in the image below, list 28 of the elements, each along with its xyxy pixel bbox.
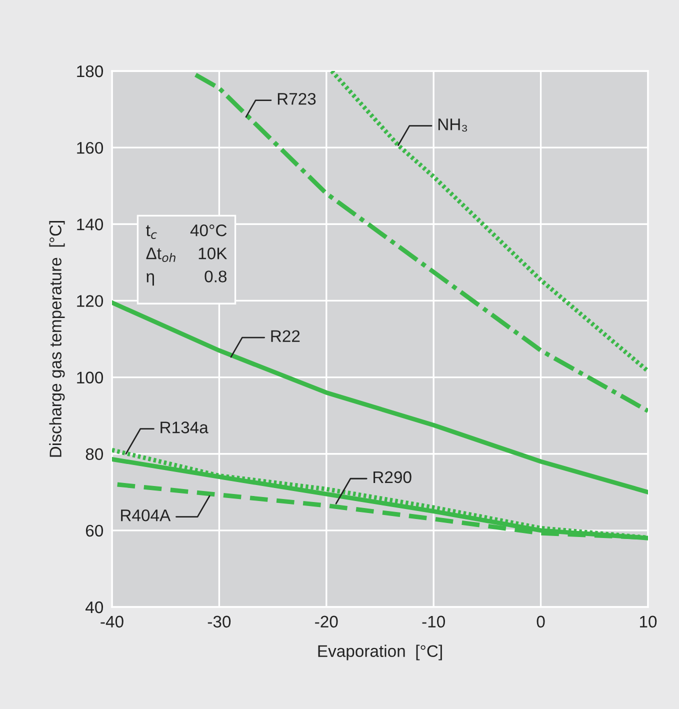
y-tick-label: 60 <box>86 524 104 537</box>
annotation: R22 <box>271 330 300 342</box>
y-tick-label: 160 <box>77 142 104 154</box>
y-tick-label: 140 <box>77 218 104 230</box>
y-tick-label: 40 <box>86 601 104 614</box>
annotation: η <box>146 273 154 286</box>
annotation: 0.8 <box>204 270 227 282</box>
y-axis-title: Discharge gas temperature [°C] <box>49 221 65 457</box>
y-tick-label: 180 <box>77 65 104 78</box>
x-tick-label: 10 <box>640 616 657 628</box>
y-tick-label: 100 <box>77 372 104 384</box>
x-tick-label: -10 <box>422 616 445 628</box>
annotation: R723 <box>278 92 316 105</box>
y-tick-label: 120 <box>77 295 104 307</box>
y-tick-label: 80 <box>86 448 104 460</box>
x-axis-title: Evaporation [°C] <box>318 644 442 660</box>
annotation: t$_{c}$ <box>146 225 157 239</box>
x-tick-label: -30 <box>208 616 231 628</box>
annotation: R404A <box>121 509 171 522</box>
annotation: Δt$_{oh}$ <box>146 248 176 262</box>
annotation: R290 <box>374 471 412 484</box>
x-tick-label: -20 <box>315 616 338 628</box>
x-tick-label: 0 <box>536 616 545 628</box>
annotation: 10K <box>198 248 228 260</box>
annotation: 40°C <box>190 224 227 236</box>
annotation: R134a <box>160 422 208 434</box>
annotation: NH₃ <box>438 118 468 132</box>
x-tick-label: -40 <box>100 616 124 628</box>
